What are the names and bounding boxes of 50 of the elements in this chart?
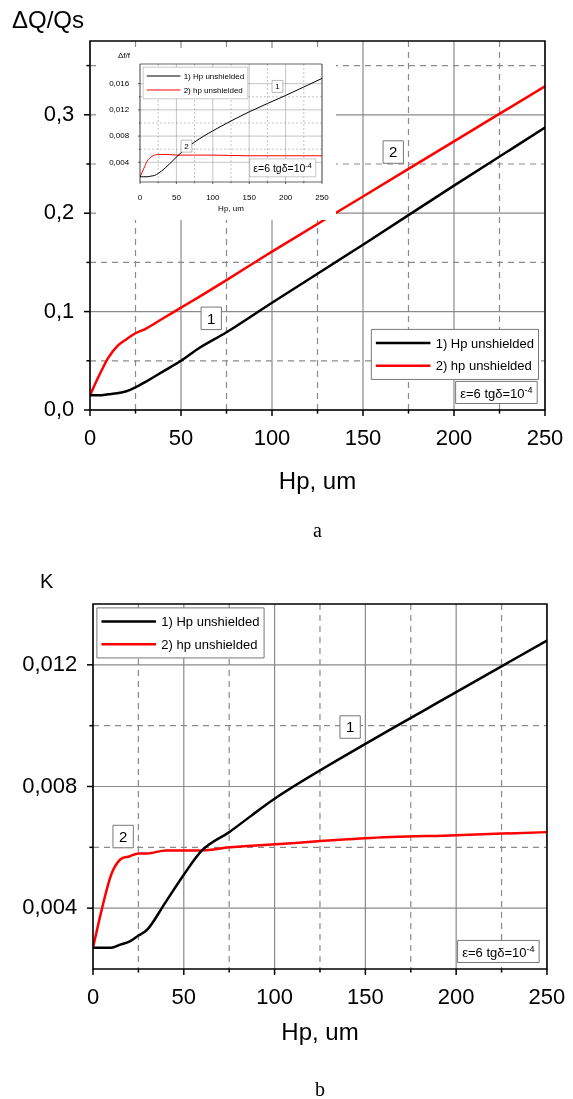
y-tick-label: 0,1 (43, 297, 75, 323)
y-tick-label: 0,016 (109, 78, 130, 88)
x-tick-label: 0 (83, 424, 97, 450)
annotation: 1 (345, 718, 355, 736)
x-tick-label: 100 (253, 424, 291, 450)
text: b (314, 1078, 325, 1099)
y-tick-label: 0,008 (109, 131, 130, 141)
y-tick-label: 0,0 (43, 396, 75, 422)
annotation: 1 (275, 82, 281, 92)
text: a (313, 519, 323, 541)
annotation: 2 (118, 827, 128, 845)
annotation: 1 (207, 309, 216, 327)
x-tick-label: 250 (526, 424, 564, 450)
annotation: 2 (184, 142, 190, 151)
x-tick-label: 200 (435, 424, 473, 450)
x-tick-label: 50 (168, 424, 194, 450)
x-tick-label: 50 (171, 192, 182, 202)
x-tick-label: 200 (278, 192, 293, 202)
y-tick-label: 0,2 (43, 199, 75, 225)
legend-label: 1) Hp unshielded (161, 614, 260, 630)
legend-label: 1) Hp unshielded (183, 71, 245, 81)
y-axis-title: ΔQ/Qs (12, 6, 85, 33)
x-tick-label: 50 (171, 983, 197, 1009)
x-tick-label: 250 (315, 192, 330, 202)
y-tick-label: 0,008 (22, 772, 78, 798)
x-tick-label: 200 (437, 983, 475, 1009)
y-tick-label: 0,3 (43, 100, 75, 126)
y-tick-label: 0,012 (22, 650, 78, 676)
y-axis-title: Δf/f (118, 51, 131, 60)
x-axis-title: Hp, um (278, 467, 357, 494)
x-tick-label: 0 (137, 192, 143, 202)
y-tick-label: 0,012 (109, 105, 130, 115)
x-axis-title: Hp, um (218, 204, 245, 213)
legend-label: 2) hp unshielded (183, 85, 243, 95)
line-series (140, 153, 322, 178)
x-tick-label: 150 (242, 192, 257, 202)
x-axis-title: Hp, um (281, 1018, 359, 1045)
y-tick-label: 0,004 (109, 157, 130, 167)
x-tick-label: 150 (344, 424, 382, 450)
y-axis-title: K (40, 570, 54, 592)
x-tick-label: 100 (256, 983, 293, 1009)
legend-label: 2) hp unshielded (435, 358, 532, 374)
x-tick-label: 250 (528, 983, 566, 1009)
x-tick-label: 150 (347, 983, 384, 1009)
y-tick-label: 0,004 (22, 894, 78, 920)
legend-label: 1) Hp unshielded (435, 335, 534, 351)
annotation: 2 (389, 143, 398, 161)
legend-label: 2) hp unshielded (161, 636, 258, 652)
x-tick-label: 0 (86, 983, 100, 1009)
x-tick-label: 100 (206, 192, 221, 202)
